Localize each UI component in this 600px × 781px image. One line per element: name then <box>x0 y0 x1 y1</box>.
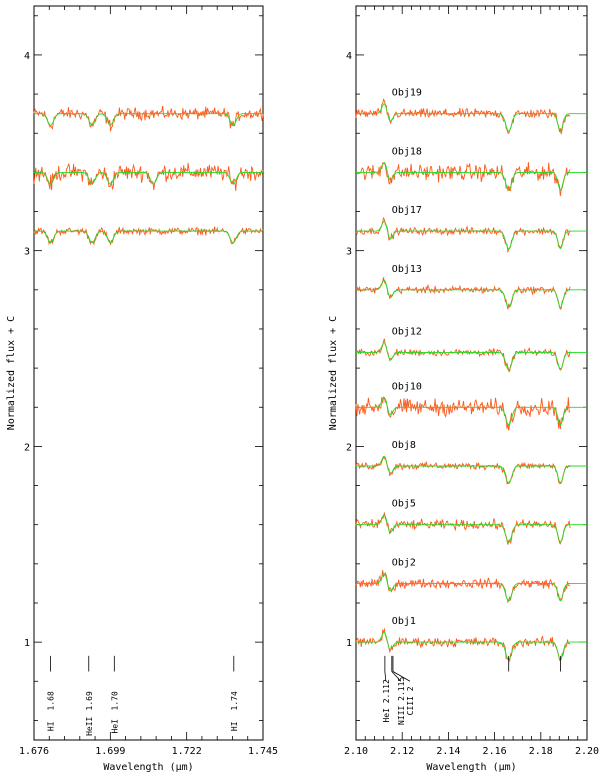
left-line-marker-value: 1.69 <box>85 691 94 710</box>
series-label-obj12: Obj12 <box>392 326 422 337</box>
left-x-axis-label: Wavelength (μm) <box>103 762 193 773</box>
left-line-marker-species: HeII <box>85 716 94 735</box>
right-x-axis-label: Wavelength (μm) <box>426 762 516 773</box>
right-x-tick-label: 2.12 <box>390 746 414 757</box>
right-model-spectrum-0 <box>356 103 587 133</box>
left-x-tick-label: 1.722 <box>172 746 202 757</box>
right-model-spectrum-1 <box>356 162 587 191</box>
right-x-tick-label: 2.18 <box>529 746 553 757</box>
left-x-tick-label: 1.699 <box>95 746 125 757</box>
right-observed-spectrum-6 <box>355 455 571 485</box>
right-x-tick-label: 2.16 <box>483 746 507 757</box>
right-line-marker-leader <box>384 671 387 682</box>
left-model-spectrum-0 <box>34 113 263 126</box>
right-observed-spectrum-8 <box>355 570 571 604</box>
right-line-marker-label: HeI 2.112 <box>382 679 391 723</box>
left-y-tick-label: 3 <box>24 247 30 258</box>
left-y-tick-label: 1 <box>24 638 30 649</box>
right-panel: 2.10 2.12 2.14 2.16 2.18 2.20 1 2 3 4 Wavelength (… <box>328 5 599 773</box>
left-line-marker-value: 1.74 <box>230 691 239 710</box>
left-y-tick-label: 4 <box>24 51 30 62</box>
left-line-marker-species: HeI <box>110 719 119 734</box>
right-model-spectrum-3 <box>356 279 587 309</box>
right-y-axis-label: Normalized flux + C <box>328 316 339 430</box>
right-line-marker-leader <box>391 671 402 682</box>
left-line-marker-species: HI <box>47 721 56 731</box>
series-label-obj17: Obj17 <box>392 205 422 216</box>
right-observed-spectrum-7 <box>355 512 571 545</box>
series-label-obj19: Obj19 <box>392 88 422 99</box>
left-y-tick-label: 2 <box>24 442 30 453</box>
right-line-marker-leader <box>392 671 411 682</box>
left-line-marker-value: 1.68 <box>47 691 56 710</box>
right-y-tick-label: 3 <box>346 247 352 258</box>
right-line-marker-label: CIII 2 <box>406 686 415 715</box>
right-y-tick-label: 1 <box>346 638 352 649</box>
right-y-tick-label: 4 <box>346 51 352 62</box>
series-label-obj5: Obj5 <box>392 499 416 510</box>
right-model-spectrum-8 <box>356 573 587 602</box>
left-x-tick-label: 1.745 <box>248 746 278 757</box>
right-y-tick-label: 2 <box>346 442 352 453</box>
right-model-spectrum-9 <box>356 631 587 661</box>
left-model-spectrum-1 <box>34 171 263 185</box>
left-model-spectrum-2 <box>34 230 263 244</box>
left-line-marker-species: HI <box>230 721 239 731</box>
right-model-spectrum-2 <box>356 220 587 250</box>
right-model-spectrum-4 <box>356 342 587 371</box>
right-model-spectrum-6 <box>356 455 587 485</box>
right-plot-frame <box>355 5 588 741</box>
series-label-obj10: Obj10 <box>392 381 422 392</box>
left-panel: 1.676 1.699 1.722 1.745 1 2 3 4 Wavelength (μm) N… <box>6 5 278 773</box>
right-model-spectrum-5 <box>356 396 587 426</box>
right-x-tick-label: 2.10 <box>344 746 368 757</box>
left-y-axis-label: Normalized flux + C <box>6 316 17 430</box>
series-label-obj13: Obj13 <box>392 264 422 275</box>
right-observed-spectrum-5 <box>355 396 571 431</box>
right-observed-spectrum-1 <box>355 162 571 197</box>
left-line-marker-value: 1.70 <box>110 691 119 710</box>
right-x-tick-label: 2.20 <box>575 746 599 757</box>
left-observed-spectrum-1 <box>33 162 264 192</box>
right-x-tick-label: 2.14 <box>436 746 460 757</box>
right-line-marker-label: NIII 2.115 <box>397 677 406 725</box>
series-label-obj1: Obj1 <box>392 616 416 627</box>
series-label-obj2: Obj2 <box>392 557 416 568</box>
series-label-obj8: Obj8 <box>392 440 416 451</box>
left-x-tick-label: 1.676 <box>19 746 49 757</box>
right-model-spectrum-7 <box>356 514 587 543</box>
series-label-obj18: Obj18 <box>392 146 422 157</box>
left-plot-frame <box>33 5 264 741</box>
